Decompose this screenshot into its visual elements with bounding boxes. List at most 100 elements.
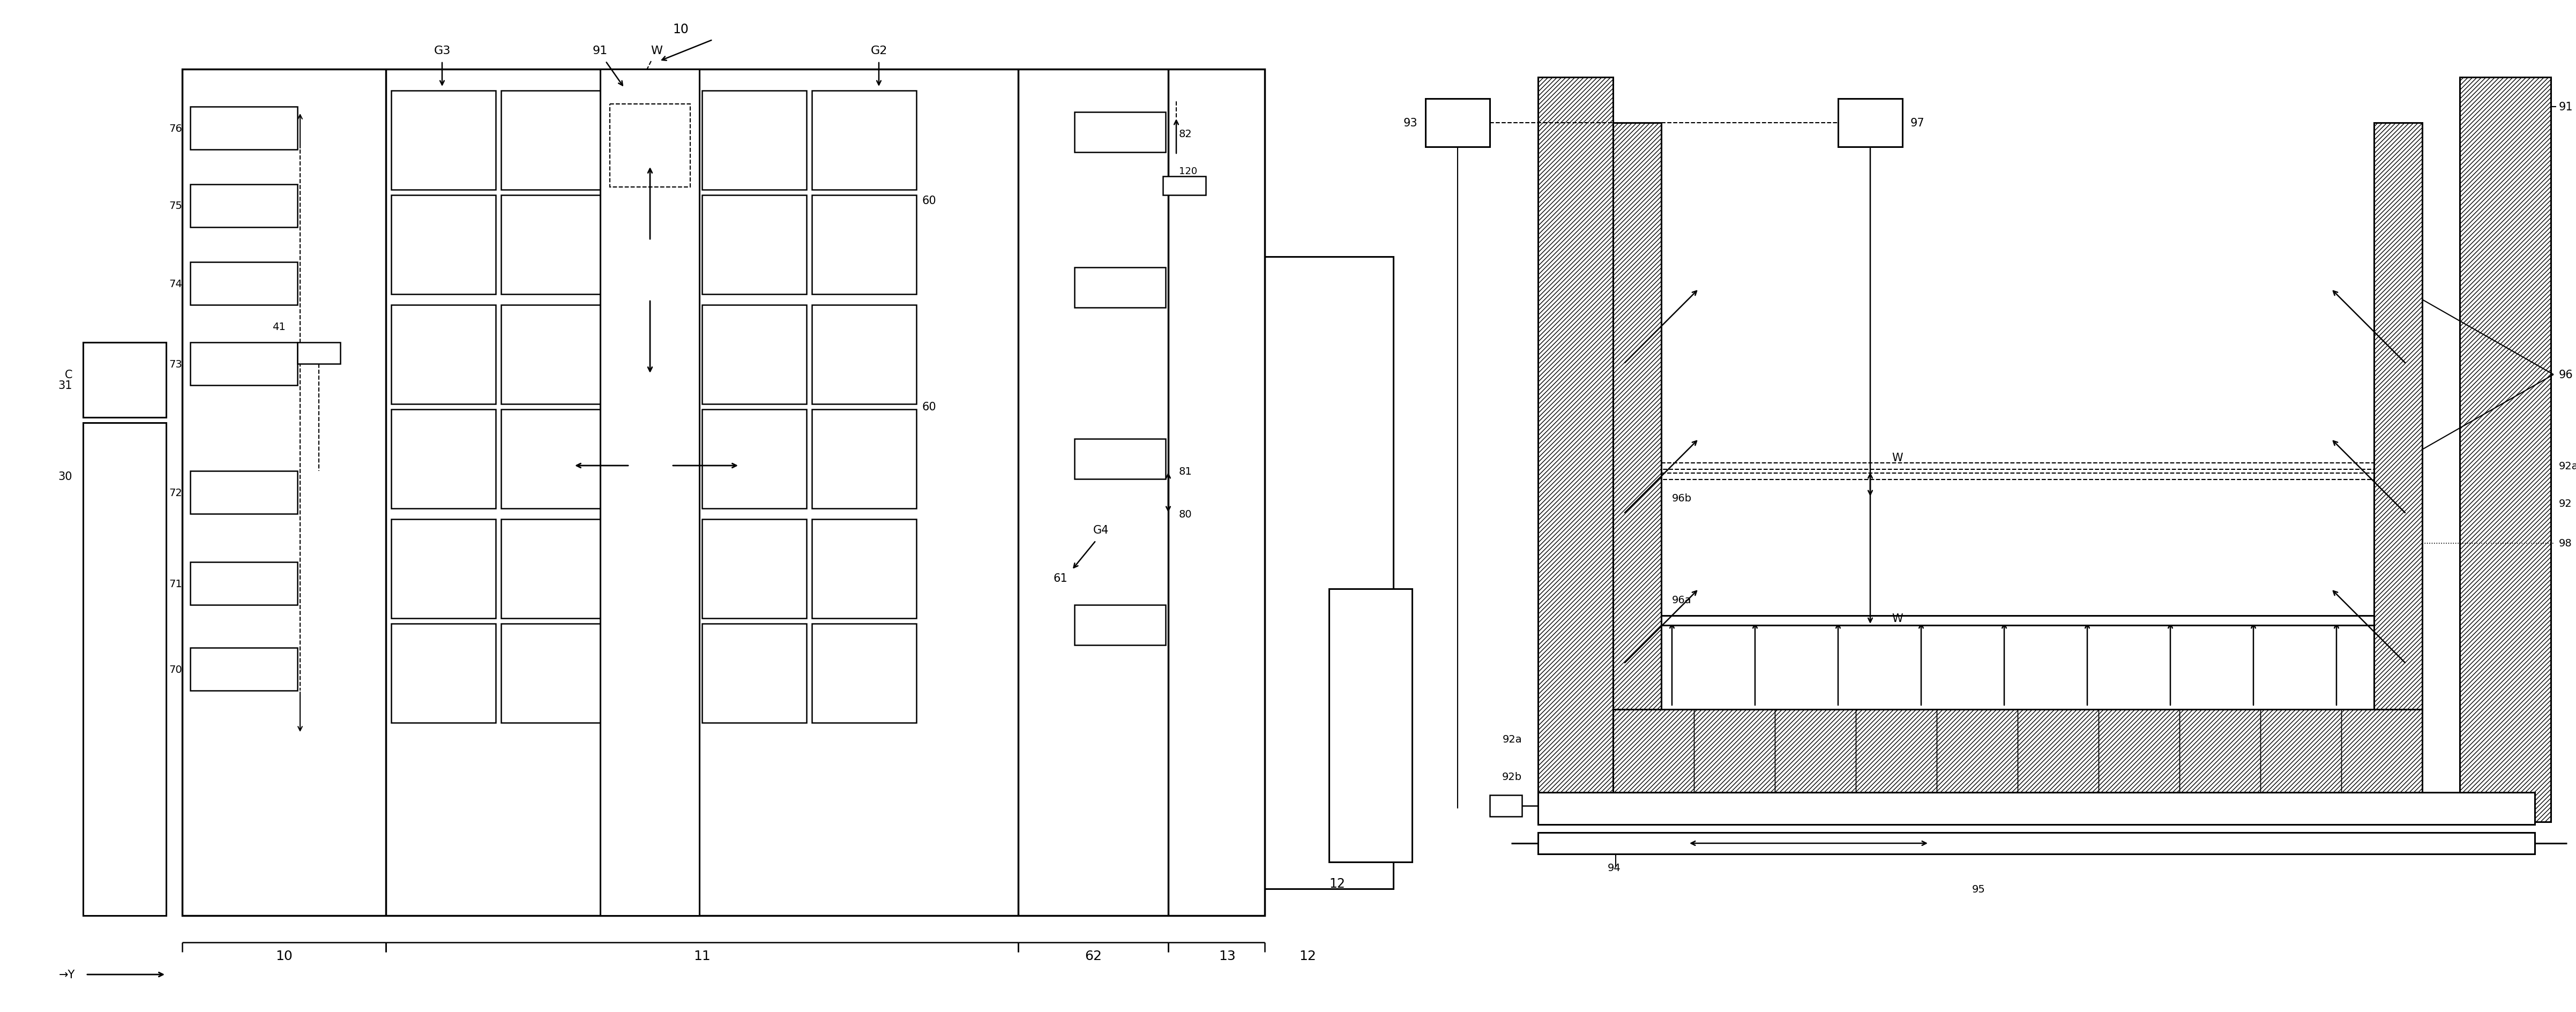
Bar <box>703 91 806 190</box>
Bar <box>811 519 917 618</box>
Text: 12: 12 <box>1329 877 1345 890</box>
Text: 92a: 92a <box>2558 460 2576 471</box>
Bar <box>1775 709 1855 792</box>
Bar <box>1329 589 1412 862</box>
Text: 92a: 92a <box>1502 734 1522 744</box>
Text: →Y: →Y <box>59 969 75 980</box>
Bar <box>191 648 296 691</box>
Bar <box>502 410 605 509</box>
Bar <box>1074 268 1164 308</box>
Text: 31: 31 <box>59 381 72 391</box>
Bar <box>1425 99 1489 148</box>
Bar <box>191 262 296 306</box>
Bar <box>1662 615 2375 625</box>
Text: 92: 92 <box>2558 498 2571 508</box>
Bar <box>502 623 605 723</box>
Text: 92b: 92b <box>1502 771 1522 781</box>
Bar <box>703 410 806 509</box>
Bar <box>703 306 806 404</box>
Bar <box>600 70 698 916</box>
Bar <box>392 306 495 404</box>
Text: 97: 97 <box>1911 117 1924 129</box>
Bar <box>1937 709 2017 792</box>
Bar <box>611 104 690 187</box>
Text: 120: 120 <box>1180 167 1198 176</box>
Bar <box>392 195 495 294</box>
Bar <box>502 519 605 618</box>
Text: G2: G2 <box>871 46 886 57</box>
Text: 13: 13 <box>1218 949 1236 962</box>
Text: 98: 98 <box>2558 538 2571 549</box>
Text: 76: 76 <box>170 123 183 134</box>
Text: 60: 60 <box>922 402 935 412</box>
Bar <box>191 343 296 386</box>
Bar <box>2179 709 2259 792</box>
Bar <box>703 195 806 294</box>
Text: 10: 10 <box>276 949 294 962</box>
Text: W: W <box>1891 613 1904 623</box>
Bar <box>703 623 806 723</box>
Bar <box>183 70 1265 916</box>
Bar <box>1613 709 2421 792</box>
Bar <box>392 91 495 190</box>
Text: 82: 82 <box>1180 129 1193 139</box>
Text: 11: 11 <box>693 949 711 962</box>
Text: 61: 61 <box>1054 573 1066 584</box>
Text: 12: 12 <box>1298 949 1316 962</box>
Text: 72: 72 <box>170 488 183 498</box>
Text: C: C <box>64 369 72 381</box>
Text: 91: 91 <box>592 46 608 57</box>
Text: W: W <box>1891 452 1904 463</box>
Bar <box>1538 833 2535 854</box>
Bar <box>1613 709 1695 792</box>
Bar <box>2259 709 2342 792</box>
Bar <box>502 195 605 294</box>
Text: 93: 93 <box>1404 117 1417 129</box>
Bar <box>392 410 495 509</box>
Bar <box>82 343 165 418</box>
Bar <box>2460 78 2550 822</box>
Bar <box>2375 123 2421 709</box>
Text: 96: 96 <box>2558 369 2573 381</box>
Bar <box>191 185 296 228</box>
Bar <box>191 563 296 605</box>
Bar <box>1662 463 2375 470</box>
Bar <box>1074 605 1164 646</box>
Bar <box>1265 257 1394 889</box>
Bar <box>296 343 340 364</box>
Bar <box>1695 709 1775 792</box>
Bar <box>502 306 605 404</box>
Text: 60: 60 <box>922 195 935 206</box>
Text: 71: 71 <box>170 579 183 589</box>
Text: 96b: 96b <box>1672 493 1692 503</box>
Bar <box>1489 795 1522 817</box>
Text: 91: 91 <box>2558 102 2573 112</box>
Text: G3: G3 <box>433 46 451 57</box>
Text: 75: 75 <box>170 201 183 212</box>
Text: 94: 94 <box>1607 862 1620 872</box>
Bar <box>392 623 495 723</box>
Text: 41: 41 <box>273 322 286 332</box>
Bar <box>1662 474 2375 480</box>
Text: 96a: 96a <box>1672 595 1692 605</box>
Text: 81: 81 <box>1180 467 1193 477</box>
Bar <box>1074 112 1164 153</box>
Bar <box>1839 99 1904 148</box>
Bar <box>1538 78 1613 822</box>
Bar <box>191 107 296 150</box>
Text: 80: 80 <box>1180 509 1193 519</box>
Text: 74: 74 <box>170 278 183 288</box>
Bar <box>1074 439 1164 480</box>
Bar <box>2099 709 2179 792</box>
Bar <box>392 519 495 618</box>
Bar <box>1855 709 1937 792</box>
Bar <box>811 91 917 190</box>
Bar <box>82 423 165 916</box>
Bar <box>811 410 917 509</box>
Text: G4: G4 <box>1092 525 1108 535</box>
Bar <box>1538 792 2535 825</box>
Bar <box>811 195 917 294</box>
Text: 95: 95 <box>1973 883 1986 894</box>
Bar <box>502 91 605 190</box>
Bar <box>191 472 296 514</box>
